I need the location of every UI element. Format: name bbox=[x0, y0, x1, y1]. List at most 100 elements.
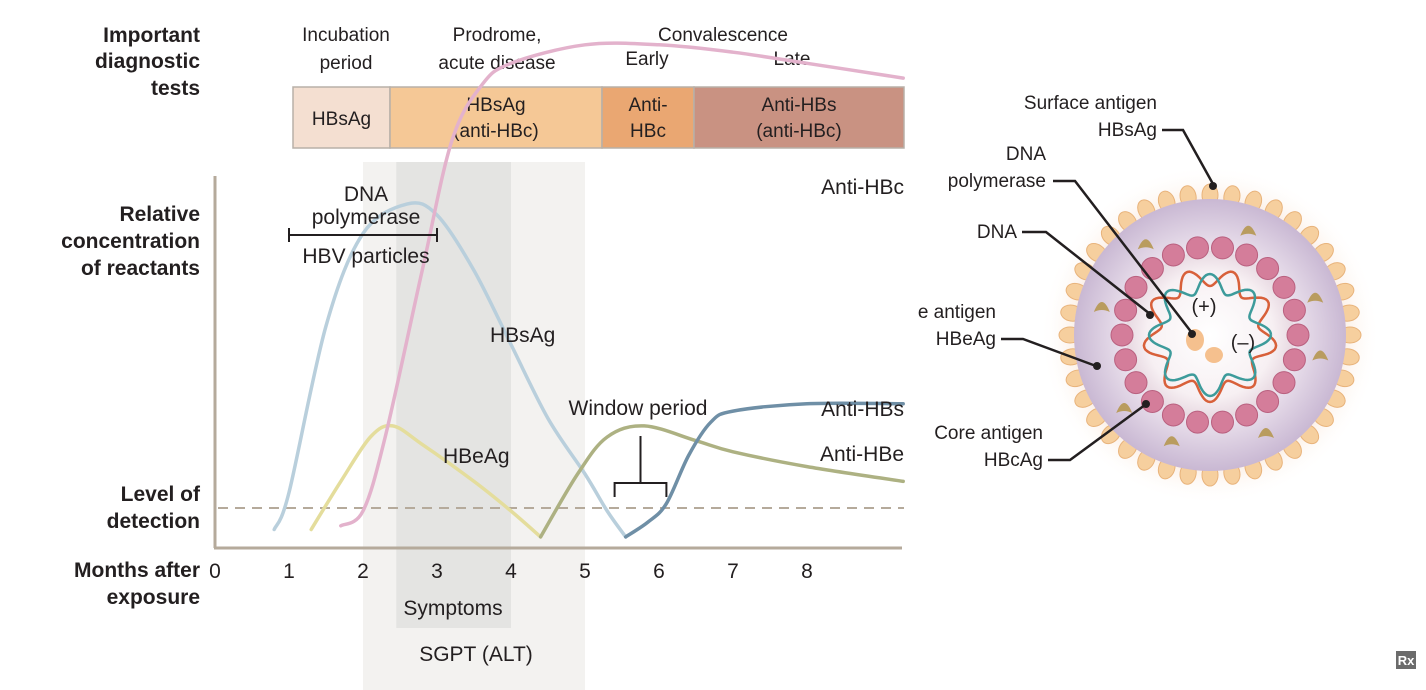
core-antigen-bead bbox=[1282, 298, 1306, 322]
core-antigen-bead bbox=[1186, 236, 1209, 260]
curve-anti-hbe bbox=[538, 424, 905, 539]
x-tick-labels: 0 1 2 3 4 5 6 7 8 bbox=[209, 560, 813, 583]
rx-logo-text: Rx bbox=[1398, 653, 1415, 668]
series-label-anti-hbc: Anti-HBc bbox=[821, 176, 904, 199]
nucleocapsid bbox=[1126, 251, 1294, 419]
minus-strand-label: (–) bbox=[1231, 332, 1255, 354]
test-box-3-background bbox=[601, 86, 695, 149]
core-antigen-bead bbox=[1124, 275, 1148, 299]
surface-antigen-dot bbox=[1209, 182, 1217, 190]
hbeag-spike bbox=[1258, 427, 1274, 438]
surface-antigen-leader bbox=[1162, 128, 1215, 185]
dna-dot bbox=[1146, 311, 1154, 319]
core-antigen-bead bbox=[1256, 390, 1280, 413]
test-boxes: HBsAg HBsAg (anti-HBc) Anti- HBc Anti-HBs (ant… bbox=[292, 86, 905, 149]
dna-polymerase-callout-line-2: polymerase bbox=[948, 171, 1046, 192]
test-box-4-background bbox=[693, 86, 905, 149]
hbeag-spike bbox=[1307, 292, 1324, 303]
curve-anti-hbs bbox=[623, 401, 905, 539]
e-antigen-label-line-1: e antigen bbox=[918, 302, 996, 323]
dna-polymerase-callout-line-1: DNA bbox=[1006, 144, 1046, 165]
x-axis-label-line-2: exposure bbox=[107, 586, 200, 609]
tests-label-line-1: Important bbox=[103, 24, 200, 47]
core-antigen-label-line-1: Core antigen bbox=[934, 423, 1043, 444]
hbeag-spike bbox=[1163, 436, 1180, 447]
hbv-particles-label: HBV particles bbox=[302, 245, 429, 268]
core-antigen-bead bbox=[1235, 243, 1259, 267]
symptoms-label: Symptoms bbox=[403, 597, 502, 620]
test-box-4-line-2: (anti-HBc) bbox=[756, 121, 842, 142]
test-box-3: Anti- HBc bbox=[601, 86, 695, 149]
x-tick-label-8: 8 bbox=[801, 560, 813, 583]
core-antigen-dot bbox=[1142, 400, 1150, 408]
dna-polymerase-label-line-2: polymerase bbox=[312, 206, 421, 229]
test-box-2-line-1: HBsAg bbox=[466, 95, 525, 116]
core-antigen-bead bbox=[1235, 403, 1259, 427]
curve-anti-hbc bbox=[339, 41, 905, 528]
hbeag-spike bbox=[1093, 302, 1110, 313]
core-antigen-bead bbox=[1161, 243, 1185, 267]
test-box-2-background bbox=[389, 86, 603, 149]
dna-callout: DNA bbox=[977, 222, 1017, 243]
detection-label-line-2: detection bbox=[107, 510, 200, 533]
core-antigen-bead bbox=[1256, 257, 1280, 280]
dna-polymerase-particle-2 bbox=[1205, 347, 1223, 363]
window-period-bracket: Window period bbox=[569, 397, 708, 497]
tests-label-line-3: tests bbox=[151, 77, 200, 100]
x-tick-label-3: 3 bbox=[431, 560, 443, 583]
series-label-anti-hbe: Anti-HBe bbox=[820, 443, 904, 466]
symptoms-band bbox=[396, 162, 511, 628]
core-antigen-bead bbox=[1114, 298, 1138, 322]
x-tick-label-7: 7 bbox=[727, 560, 739, 583]
test-box-4-line-1: Anti-HBs bbox=[762, 95, 837, 116]
virion-callouts: Surface antigen HBsAg DNA polymerase DNA… bbox=[918, 93, 1217, 471]
core-antigen-bead bbox=[1140, 257, 1164, 280]
window-period-label: Window period bbox=[569, 397, 708, 420]
dna-polymerase-leader bbox=[1053, 179, 1193, 334]
phase-headers: Incubation period Prodrome, acute diseas… bbox=[302, 25, 810, 74]
test-box-2-line-2: (anti-HBc) bbox=[453, 121, 539, 142]
dna-polymerase-dot bbox=[1188, 330, 1196, 338]
tests-label-line-2: diagnostic bbox=[95, 50, 200, 73]
core-antigen-beads bbox=[1110, 236, 1310, 434]
core-antigen-bead bbox=[1161, 403, 1185, 427]
test-box-3-line-1: Anti- bbox=[628, 95, 667, 116]
core-antigen-bead bbox=[1211, 410, 1234, 434]
core-antigen-bead bbox=[1211, 236, 1234, 260]
core-antigen-bead bbox=[1286, 323, 1310, 347]
test-box-3-line-2: HBc bbox=[630, 121, 666, 142]
y-axis-label-line-3: of reactants bbox=[81, 257, 200, 280]
early-label: Early bbox=[625, 49, 669, 70]
x-axis-label: Months after exposure bbox=[74, 559, 200, 609]
x-tick-label-2: 2 bbox=[357, 560, 369, 583]
detection-label: Level of detection bbox=[107, 483, 201, 533]
y-axis-label-line-2: concentration bbox=[61, 230, 200, 253]
hbv-bracket-line bbox=[288, 228, 438, 242]
curves bbox=[272, 41, 905, 539]
plus-strand-label: (+) bbox=[1192, 296, 1217, 318]
dna-leader bbox=[1022, 230, 1151, 315]
series-label-anti-hbs: Anti-HBs bbox=[821, 398, 904, 421]
tests-label: Important diagnostic tests bbox=[95, 24, 200, 100]
hbeag-spike bbox=[1116, 402, 1133, 413]
dna-strand-red bbox=[1142, 270, 1278, 404]
x-tick-label-1: 1 bbox=[283, 560, 295, 583]
test-box-2: HBsAg (anti-HBc) bbox=[389, 86, 603, 149]
core-antigen-bead bbox=[1110, 323, 1134, 347]
x-tick-label-5: 5 bbox=[579, 560, 591, 583]
surface-antigen-label-line-1: Surface antigen bbox=[1024, 93, 1157, 114]
dna-polymerase-label-line-1: DNA bbox=[344, 183, 388, 206]
hbeag-spike bbox=[1312, 350, 1329, 361]
window-period-bracket-line bbox=[613, 436, 668, 497]
y-axis-label: Relative concentration of reactants bbox=[61, 203, 200, 280]
incubation-label-line-2: period bbox=[320, 53, 373, 74]
core-antigen-bead bbox=[1282, 348, 1306, 372]
test-box-4: Anti-HBs (anti-HBc) bbox=[693, 86, 905, 149]
x-axis-label-line-1: Months after bbox=[74, 559, 200, 582]
core-antigen-label-line-2: HBcAg bbox=[984, 450, 1043, 471]
x-tick-label-6: 6 bbox=[653, 560, 665, 583]
core-antigen-leader bbox=[1048, 403, 1146, 462]
dna-strand-teal bbox=[1147, 272, 1273, 398]
series-label-hbeag: HBeAg bbox=[443, 445, 510, 468]
